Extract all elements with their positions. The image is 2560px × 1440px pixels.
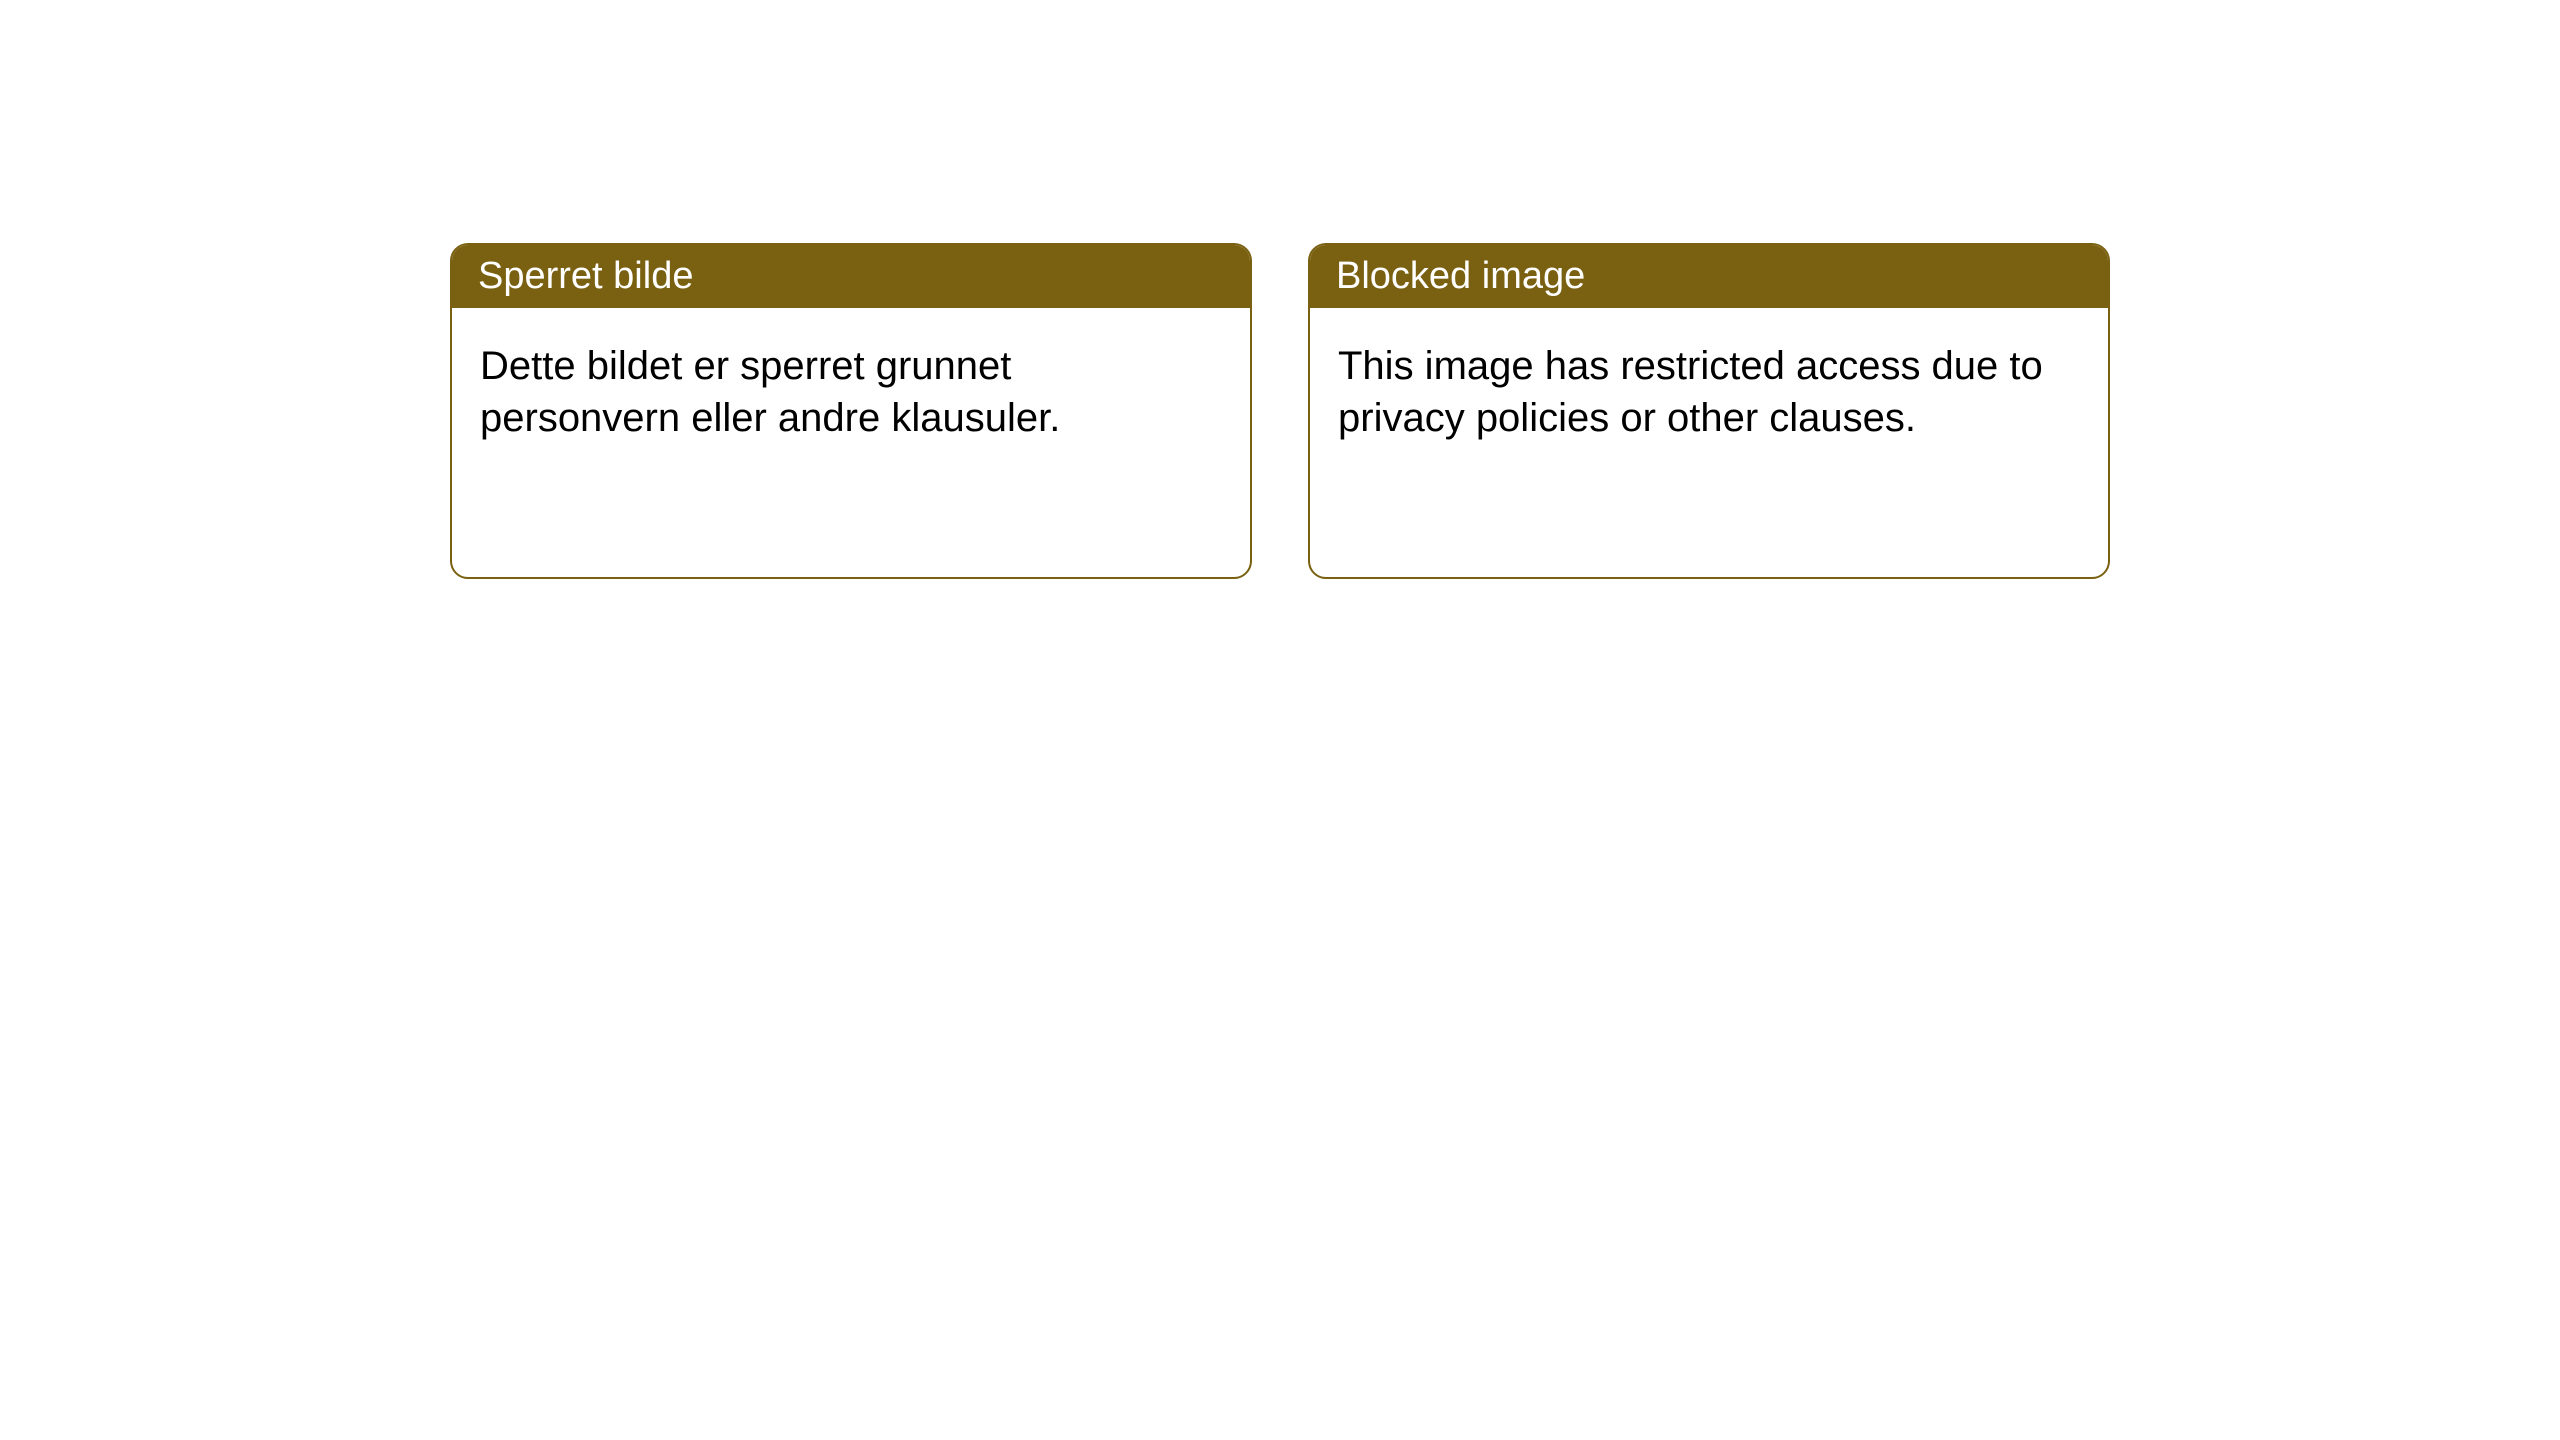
- card-header: Blocked image: [1310, 245, 2108, 308]
- cards-container: Sperret bilde Dette bildet er sperret gr…: [0, 0, 2560, 579]
- card-header-title: Sperret bilde: [478, 255, 693, 297]
- card-body: This image has restricted access due to …: [1310, 308, 2108, 476]
- blocked-image-card-norwegian: Sperret bilde Dette bildet er sperret gr…: [450, 243, 1252, 579]
- blocked-image-card-english: Blocked image This image has restricted …: [1308, 243, 2110, 579]
- card-body-text: Dette bildet er sperret grunnet personve…: [480, 344, 1060, 440]
- card-header-title: Blocked image: [1336, 255, 1585, 297]
- card-body: Dette bildet er sperret grunnet personve…: [452, 308, 1250, 476]
- card-header: Sperret bilde: [452, 245, 1250, 308]
- card-body-text: This image has restricted access due to …: [1338, 344, 2043, 440]
